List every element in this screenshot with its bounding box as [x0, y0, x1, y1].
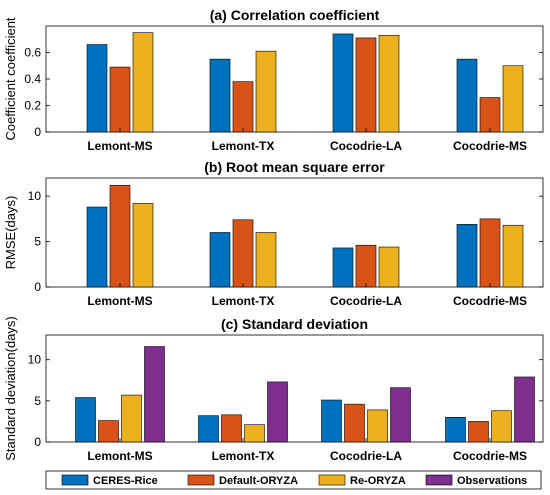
y-tick-label: 0	[34, 435, 41, 449]
y-tick-label: 10	[28, 353, 42, 367]
y-tick-label: 0.4	[24, 72, 41, 86]
bar	[479, 218, 501, 288]
legend-box	[45, 470, 542, 490]
x-tick-label: Lemont-TX	[212, 294, 275, 308]
y-axis-label: Standard deviation(days)	[3, 316, 18, 461]
bar	[232, 81, 254, 133]
legend-label: Default-ORYZA	[219, 475, 298, 487]
y-tick-label: 0	[34, 280, 41, 294]
x-tick-label: Lemont-TX	[212, 139, 275, 153]
legend-swatch	[318, 474, 346, 486]
legend-label: Re-ORYZA	[350, 475, 406, 487]
bar	[502, 224, 524, 288]
bar	[367, 409, 388, 443]
y-axis-label: Coefficient coefficient	[3, 17, 18, 140]
y-axis-label: RMSE(days)	[3, 196, 18, 270]
x-tick-label: Cocodrie-MS	[453, 139, 527, 153]
legend-swatch	[425, 474, 453, 486]
bar	[456, 224, 478, 288]
x-tick-label: Cocodrie-MS	[453, 449, 527, 463]
bar	[132, 32, 154, 133]
bar	[209, 232, 231, 288]
panel-title: (a) Correlation coefficient	[210, 7, 380, 23]
x-tick-label: Cocodrie-LA	[330, 294, 402, 308]
legend-swatch	[187, 474, 215, 486]
bar	[86, 206, 108, 288]
bar	[468, 421, 489, 443]
bar	[267, 381, 288, 443]
bar	[98, 420, 119, 443]
bar	[332, 33, 354, 133]
bar	[456, 58, 478, 133]
y-tick-label: 0.2	[24, 99, 41, 113]
bar	[344, 403, 365, 443]
bar	[132, 203, 154, 288]
bar	[502, 65, 524, 133]
y-tick-label: 0.6	[24, 46, 41, 60]
bar	[378, 246, 400, 288]
bar	[514, 376, 535, 443]
bar	[445, 417, 466, 443]
y-tick-label: 5	[34, 394, 41, 408]
x-tick-label: Cocodrie-LA	[330, 449, 402, 463]
x-tick-label: Lemont-MS	[87, 294, 152, 308]
bar	[321, 399, 342, 443]
y-tick-label: 10	[28, 189, 42, 203]
y-tick-label: 5	[34, 235, 41, 249]
bar	[355, 37, 377, 133]
y-tick-label: 0	[34, 125, 41, 139]
bar	[244, 424, 265, 443]
bar	[209, 58, 231, 133]
x-tick-label: Lemont-MS	[87, 449, 152, 463]
bar	[378, 34, 400, 133]
legend-label: Observations	[457, 475, 527, 487]
bar	[355, 244, 377, 288]
bar	[86, 44, 108, 133]
axes-box	[45, 177, 544, 288]
panel-title: (c) Standard deviation	[221, 316, 368, 332]
bar	[491, 410, 512, 443]
bar	[255, 50, 277, 133]
bar	[109, 184, 131, 288]
bar	[75, 397, 96, 443]
x-tick-label: Cocodrie-LA	[330, 139, 402, 153]
bar	[109, 66, 131, 133]
x-tick-label: Cocodrie-MS	[453, 294, 527, 308]
bar	[332, 247, 354, 288]
bar	[121, 394, 142, 443]
panel-title: (b) Root mean square error	[204, 159, 385, 175]
legend-swatch	[61, 474, 89, 486]
legend-label: CERES-Rice	[93, 475, 158, 487]
bar	[479, 97, 501, 133]
bar	[221, 414, 242, 443]
axes-box	[45, 334, 544, 443]
bar	[232, 219, 254, 288]
bar	[255, 232, 277, 288]
x-tick-label: Lemont-MS	[87, 139, 152, 153]
bar	[144, 346, 165, 443]
bar	[198, 415, 219, 443]
x-tick-label: Lemont-TX	[212, 449, 275, 463]
bar	[390, 387, 411, 443]
